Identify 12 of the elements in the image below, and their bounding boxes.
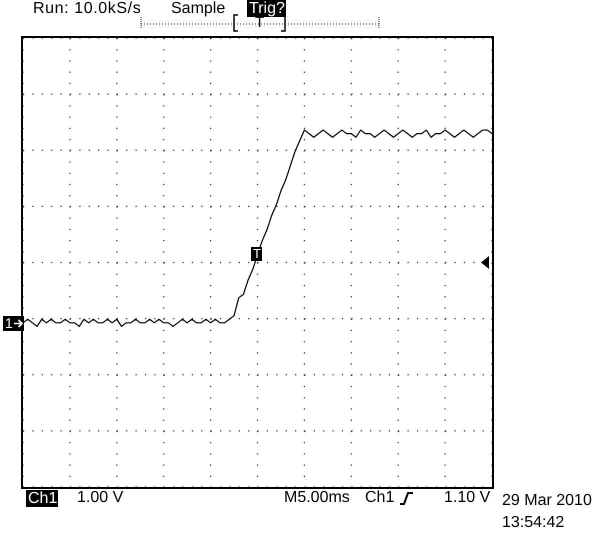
label-tag: Trig? [247,0,286,17]
text: 1.10 V [444,489,490,506]
text: 1.00 V [77,489,124,506]
text: Run: 10.0kS/s [33,0,142,17]
label-tag: T [251,247,262,261]
text: M5.00ms [284,489,350,506]
text: 13:54:42 [502,514,564,531]
text: 29 Mar 2010 [502,492,592,509]
label-tag: Ch1 [26,490,58,507]
text: Ch1 [365,489,394,506]
label-tag: 1 [3,316,24,331]
text: Sample [171,0,226,17]
